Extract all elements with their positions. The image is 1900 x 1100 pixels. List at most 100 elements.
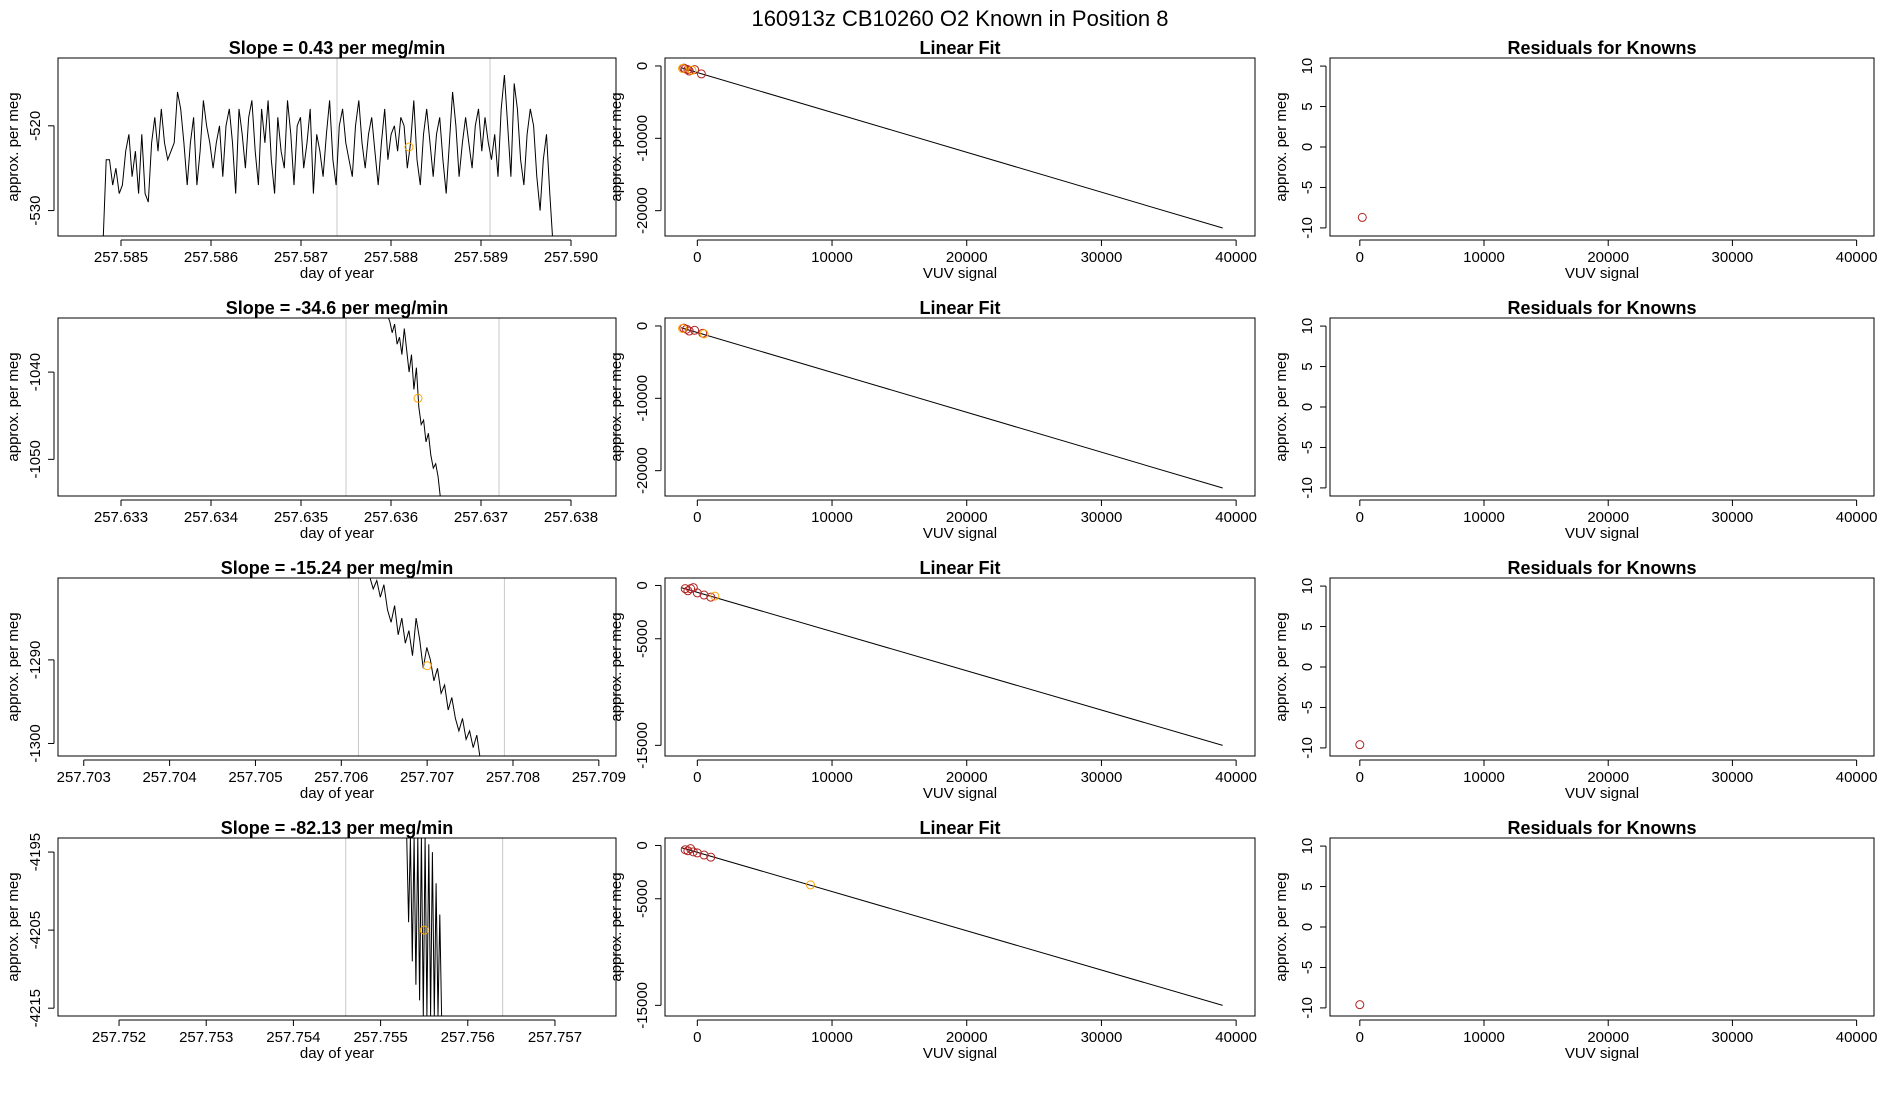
y-tick-label: 5 xyxy=(1299,102,1316,110)
x-tick-label: 20000 xyxy=(946,249,988,266)
data-point xyxy=(692,588,702,598)
panel-title: Linear Fit xyxy=(919,818,1000,838)
plot-area xyxy=(1355,1000,1365,1010)
y-tick-label: -4205 xyxy=(27,911,44,949)
plot-frame xyxy=(664,837,1256,1017)
plot-area xyxy=(1355,740,1365,750)
y-tick-label: -530 xyxy=(27,196,44,226)
x-tick-label: 30000 xyxy=(1712,769,1754,786)
y-tick-label: -5 xyxy=(1299,961,1316,974)
panel-title: Residuals for Knowns xyxy=(1507,558,1696,578)
y-tick-label: 10 xyxy=(1299,838,1316,855)
y-axis-label: approx. per meg xyxy=(608,612,625,721)
panel-7: Slope = -15.24 per meg/min 257.703 257.704… xyxy=(5,558,626,802)
x-tick-label: 10000 xyxy=(1463,509,1505,526)
x-tick-label: 257.635 xyxy=(274,509,328,526)
plot-frame xyxy=(57,577,617,757)
x-tick-label: 40000 xyxy=(1836,1029,1878,1046)
x-axis-label: VUV signal xyxy=(1565,1045,1639,1062)
plot-area xyxy=(345,318,500,496)
panel-5: Linear Fit 0 10000 20000 30000 40000 VUV signa… xyxy=(608,298,1257,542)
panel-title: Linear Fit xyxy=(919,298,1000,318)
x-tick-label: 257.638 xyxy=(544,509,598,526)
y-tick-label: -1040 xyxy=(27,353,44,391)
x-tick-label: 257.709 xyxy=(572,769,626,786)
x-axis-label: day of year xyxy=(300,525,374,542)
data-point xyxy=(706,592,716,602)
x-axis-label: VUV signal xyxy=(1565,785,1639,802)
data-point xyxy=(678,323,688,333)
y-tick-label: -5000 xyxy=(634,620,651,658)
x-tick-label: 10000 xyxy=(811,769,853,786)
fit-line xyxy=(681,67,1223,229)
x-tick-label: 0 xyxy=(1356,249,1364,266)
x-tick-label: 257.756 xyxy=(441,1029,495,1046)
x-tick-label: 257.755 xyxy=(353,1029,407,1046)
panel-4: Slope = -34.6 per meg/min 257.633 257.634 2… xyxy=(5,298,617,542)
trace-line xyxy=(387,318,441,496)
figure-title: 160913z CB10260 O2 Known in Position 8 xyxy=(751,6,1168,31)
plot-area xyxy=(678,323,1223,489)
plot-area xyxy=(357,578,505,756)
fit-line xyxy=(681,327,1223,489)
x-axis-label: day of year xyxy=(300,265,374,282)
x-axis-label: VUV signal xyxy=(1565,265,1639,282)
y-tick-label: -5000 xyxy=(634,880,651,918)
plot-area xyxy=(1357,212,1367,222)
x-tick-label: 40000 xyxy=(1215,249,1257,266)
x-tick-label: 257.705 xyxy=(228,769,282,786)
x-tick-label: 10000 xyxy=(1463,249,1505,266)
panel-title: Linear Fit xyxy=(919,558,1000,578)
data-point xyxy=(683,586,693,596)
highlight-point xyxy=(404,142,414,152)
x-tick-label: 0 xyxy=(1356,509,1364,526)
y-axis-label: approx. per meg xyxy=(5,352,22,461)
x-tick-label: 10000 xyxy=(811,509,853,526)
x-tick-label: 257.706 xyxy=(314,769,368,786)
x-tick-label: 0 xyxy=(1356,1029,1364,1046)
x-axis-label: day of year xyxy=(300,785,374,802)
plot-frame xyxy=(1329,577,1875,757)
y-tick-label: -5 xyxy=(1299,441,1316,454)
y-tick-label: 0 xyxy=(1299,663,1316,671)
plot-frame xyxy=(57,317,617,497)
y-tick-label: -10 xyxy=(1299,737,1316,759)
y-axis-label: approx. per meg xyxy=(608,92,625,201)
y-axis-label: approx. per meg xyxy=(1273,92,1290,201)
x-tick-label: 257.704 xyxy=(142,769,196,786)
x-tick-label: 257.708 xyxy=(486,769,540,786)
y-tick-label: -5 xyxy=(1299,181,1316,194)
panel-6: Residuals for Knowns 0 10000 20000 30000 4000… xyxy=(1273,298,1877,542)
y-tick-label: -520 xyxy=(27,111,44,141)
y-tick-label: -10000 xyxy=(634,375,651,422)
data-point xyxy=(706,852,716,862)
data-point xyxy=(683,846,693,856)
x-tick-label: 30000 xyxy=(1712,509,1754,526)
panel-title: Slope = 0.43 per meg/min xyxy=(229,38,446,58)
x-tick-label: 257.753 xyxy=(179,1029,233,1046)
y-tick-label: 0 xyxy=(1299,143,1316,151)
x-tick-label: 0 xyxy=(693,249,701,266)
y-axis-label: approx. per meg xyxy=(1273,352,1290,461)
y-tick-label: 5 xyxy=(1299,882,1316,890)
panel-12: Residuals for Knowns 0 10000 20000 30000 4000… xyxy=(1273,818,1877,1062)
panel-title: Slope = -34.6 per meg/min xyxy=(226,298,449,318)
y-axis-label: approx. per meg xyxy=(608,872,625,981)
x-tick-label: 257.752 xyxy=(92,1029,146,1046)
x-tick-label: 10000 xyxy=(1463,1029,1505,1046)
plot-area xyxy=(102,58,553,236)
plot-frame xyxy=(664,317,1256,497)
x-tick-label: 257.586 xyxy=(184,249,238,266)
y-tick-label: 5 xyxy=(1299,362,1316,370)
y-tick-label: -20000 xyxy=(634,187,651,234)
x-tick-label: 257.589 xyxy=(454,249,508,266)
panel-title: Slope = -15.24 per meg/min xyxy=(221,558,454,578)
panel-title: Residuals for Knowns xyxy=(1507,298,1696,318)
data-point xyxy=(683,65,693,75)
y-tick-label: -1300 xyxy=(27,724,44,762)
x-tick-label: 30000 xyxy=(1081,509,1123,526)
x-tick-label: 40000 xyxy=(1836,249,1878,266)
data-point xyxy=(699,329,709,339)
y-axis-label: approx. per meg xyxy=(5,612,22,721)
y-tick-label: -10 xyxy=(1299,217,1316,239)
